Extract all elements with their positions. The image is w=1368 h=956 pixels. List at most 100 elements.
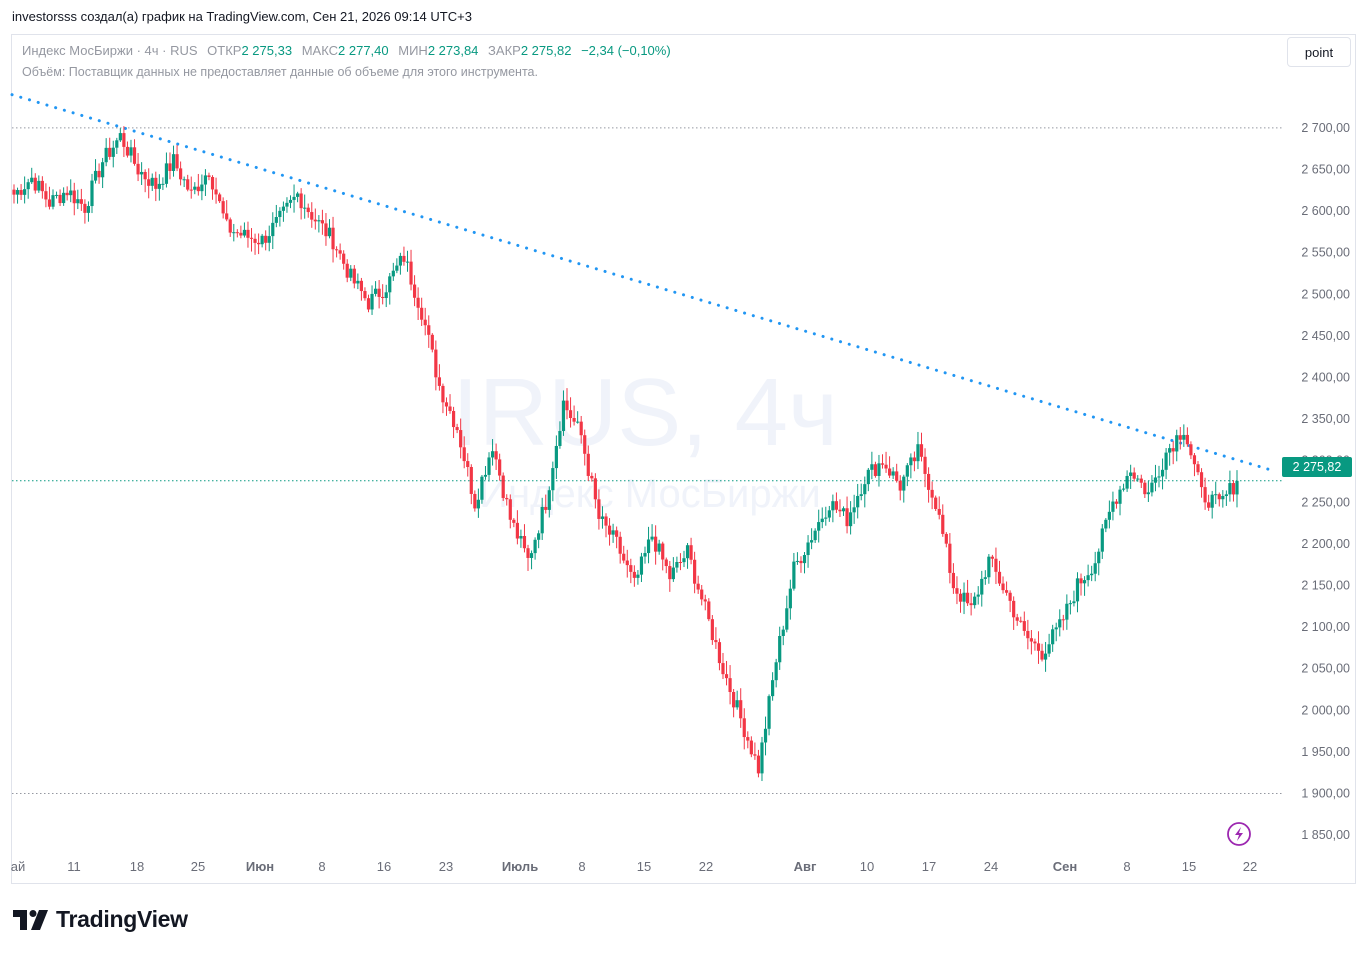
lightning-icon[interactable] [1227, 822, 1251, 846]
candle-body [111, 147, 115, 157]
candle-body [132, 147, 137, 164]
candle-body [253, 238, 257, 243]
candle-body [1143, 482, 1147, 495]
chart-legend: Индекс МосБиржи · 4ч · RUS ОТКР2 275,33 … [22, 43, 671, 58]
candle-body [664, 559, 668, 567]
legend-low-value: 2 273,84 [427, 43, 479, 58]
candle-body [852, 507, 856, 513]
candle-body [760, 742, 764, 774]
candle-body [207, 175, 211, 178]
candle-body [480, 476, 484, 500]
candle-body [420, 307, 424, 320]
candle-body [193, 186, 197, 190]
candle-body [526, 548, 530, 558]
candle-body [866, 469, 870, 485]
candle-body [615, 530, 619, 537]
candle-body [327, 227, 332, 237]
candle-body [1097, 551, 1101, 564]
candle-body [154, 177, 158, 189]
candle-body [72, 190, 76, 204]
candle-body [756, 755, 761, 774]
candle-body [561, 400, 566, 432]
candle-body [373, 288, 378, 294]
candle-body [405, 261, 410, 263]
price-tick-label: 2 700,00 [1301, 121, 1350, 135]
time-tick-label: 15 [1182, 859, 1196, 874]
candle-body [990, 556, 994, 559]
candle-body [810, 540, 814, 543]
candle-body [501, 475, 505, 498]
candle-body [175, 154, 179, 169]
candle-body [887, 468, 892, 476]
candle-body [264, 235, 268, 243]
candle-body [919, 444, 924, 457]
candle-body [466, 461, 470, 468]
candle-body [427, 325, 431, 335]
time-tick-label: 22 [1243, 859, 1257, 874]
candle-body [352, 268, 356, 284]
candle-body [565, 400, 569, 411]
candle-body [1043, 653, 1048, 660]
candle-body [444, 402, 449, 407]
legend-close-label: ЗАКР [488, 43, 521, 58]
candle-body [342, 253, 346, 264]
price-axis[interactable]: 2 700,00 2 650,00 2 600,00 2 550,00 2 500,00… [1301, 121, 1350, 842]
time-axis[interactable]: ай 11 18 25 Июн 8 16 23 Июль 8 15 22 Авг 10 17 24 Сен 8 15… [11, 859, 1257, 874]
candle-body [1026, 630, 1030, 639]
candle-body [618, 536, 622, 554]
price-tick-label: 2 500,00 [1301, 287, 1350, 301]
candle-body [1175, 435, 1179, 452]
candle-body [742, 718, 746, 738]
candle-body [150, 177, 154, 186]
candle-body [671, 567, 675, 580]
candle-body [1139, 478, 1143, 483]
candle-body [576, 421, 580, 423]
candle-body [391, 270, 395, 277]
tradingview-logo[interactable]: TradingView [12, 906, 188, 933]
candle-body [785, 608, 789, 630]
time-tick-label: 11 [67, 859, 81, 874]
candle-body [83, 203, 87, 213]
candle-body [1153, 477, 1158, 483]
candle-body [462, 447, 466, 462]
time-tick-label: ай [11, 859, 26, 874]
candle-body [636, 574, 640, 578]
candle-body [104, 147, 108, 163]
candle-body [388, 276, 392, 293]
candle-body [774, 662, 778, 681]
candle-body [459, 430, 463, 448]
candle-body [338, 250, 342, 254]
candle-body [214, 189, 218, 195]
candle-body [1192, 455, 1197, 465]
candle-body [476, 499, 480, 509]
candle-body [288, 199, 293, 203]
candle-body [1168, 448, 1172, 453]
time-tick-label: Июль [502, 859, 538, 874]
candle-body [597, 499, 601, 519]
candle-body [257, 242, 261, 245]
candle-body [331, 227, 335, 250]
candle-body [93, 170, 98, 181]
candle-body [902, 476, 906, 491]
tradingview-logo-text: TradingView [56, 906, 188, 932]
candle-body [529, 553, 534, 558]
candle-body [37, 180, 41, 191]
candle-body [969, 603, 973, 606]
candle-body [895, 471, 899, 481]
trendline-path[interactable] [10, 93, 1278, 473]
candle-body [739, 700, 743, 719]
candle-body [799, 560, 803, 564]
watermark-ticker: IRUS, 4ч [452, 359, 838, 466]
candle-body [451, 410, 456, 428]
candle-body [980, 578, 984, 595]
candle-body [792, 561, 796, 589]
candle-body [377, 288, 381, 297]
candle-body [1185, 434, 1189, 445]
last-price-badge: 2 275,82 [1282, 457, 1352, 477]
point-button[interactable]: point [1287, 37, 1351, 67]
trendline[interactable] [10, 93, 1278, 473]
candle-body [703, 599, 707, 602]
time-tick-label: 25 [191, 859, 205, 874]
candle-body [622, 553, 626, 561]
